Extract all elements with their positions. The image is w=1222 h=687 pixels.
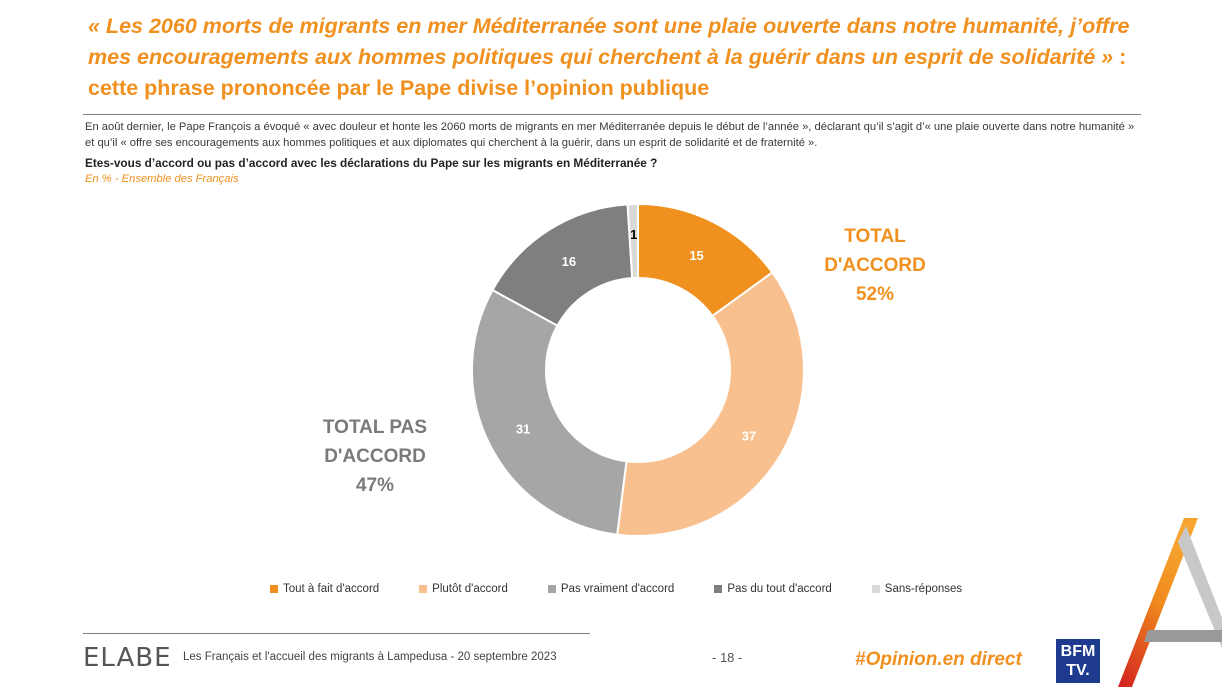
donut-slice-plutot bbox=[616, 271, 805, 537]
total-pas-accord-line2: D'ACCORD bbox=[324, 446, 426, 467]
total-accord-value: 52% bbox=[855, 284, 895, 305]
elabe-logo: ELABE bbox=[83, 643, 172, 673]
page-number: - 18 - bbox=[712, 650, 743, 665]
intro-text: En août dernier, le Pape François a évoq… bbox=[85, 121, 1135, 149]
legend-item-pas-du-tout: Pas du tout d'accord bbox=[714, 583, 832, 595]
legend-swatch bbox=[419, 585, 428, 593]
survey-basis: En % - Ensemble des Français bbox=[85, 173, 239, 185]
footer-divider bbox=[83, 633, 590, 634]
bfm-line2: TV. bbox=[1066, 662, 1090, 679]
total-pas-accord-annotation: TOTAL PAS D'ACCORD 47% bbox=[300, 413, 450, 500]
page-title: « Les 2060 morts de migrants en mer Médi… bbox=[88, 11, 1148, 104]
donut-slice-pas-vraiment bbox=[471, 288, 628, 536]
legend-item-plutot: Plutôt d'accord bbox=[419, 583, 508, 595]
donut-label-sans-reponses: 1 bbox=[630, 227, 637, 242]
legend-label: Tout à fait d'accord bbox=[283, 583, 380, 595]
chart-legend: Tout à fait d'accord Plutôt d'accord Pas… bbox=[270, 583, 1002, 595]
legend-swatch bbox=[270, 585, 278, 593]
total-pas-accord-line1: TOTAL PAS bbox=[322, 417, 428, 438]
legend-item-tout-a-fait: Tout à fait d'accord bbox=[270, 583, 379, 595]
legend-item-sans-reponses: Sans-réponses bbox=[871, 583, 963, 595]
total-accord-annotation: TOTAL D'ACCORD 52% bbox=[800, 222, 950, 309]
legend-swatch bbox=[871, 585, 880, 593]
donut-label-pas-du-tout: 16 bbox=[562, 254, 576, 269]
legend-label: Plutôt d'accord bbox=[432, 583, 508, 595]
title-quote: « Les 2060 morts de migrants en mer Médi… bbox=[88, 14, 1130, 69]
donut-label-tout-a-fait: 15 bbox=[689, 248, 703, 263]
corner-a-logo bbox=[1118, 518, 1222, 687]
header-divider bbox=[83, 114, 1141, 115]
title-rest: : cette phrase prononcée par le Pape div… bbox=[88, 45, 1127, 100]
donut-label-plutot: 37 bbox=[742, 429, 756, 444]
donut-label-pas-vraiment: 31 bbox=[516, 422, 530, 437]
survey-question: Etes-vous d’accord ou pas d’accord avec … bbox=[85, 156, 658, 170]
total-accord-line1: TOTAL bbox=[844, 226, 906, 247]
legend-label: Pas du tout d'accord bbox=[727, 583, 832, 595]
legend-swatch bbox=[547, 585, 556, 593]
footer-source: Les Français et l'accueil des migrants à… bbox=[183, 651, 557, 663]
brand-text: ELABE bbox=[83, 643, 172, 673]
legend-swatch bbox=[714, 585, 723, 593]
donut-slice-sans-reponses bbox=[626, 202, 639, 280]
legend-label: Sans-réponses bbox=[884, 583, 963, 595]
hashtag-logo: #Opinion.en direct bbox=[855, 649, 1022, 670]
total-pas-accord-value: 47% bbox=[355, 475, 395, 496]
bfm-line1: BFM bbox=[1060, 643, 1096, 660]
bfm-tv-logo: BFM TV. bbox=[1056, 639, 1100, 683]
legend-label: Pas vraiment d'accord bbox=[560, 583, 675, 595]
total-accord-line2: D'ACCORD bbox=[824, 255, 926, 276]
legend-item-pas-vraiment: Pas vraiment d'accord bbox=[547, 583, 675, 595]
